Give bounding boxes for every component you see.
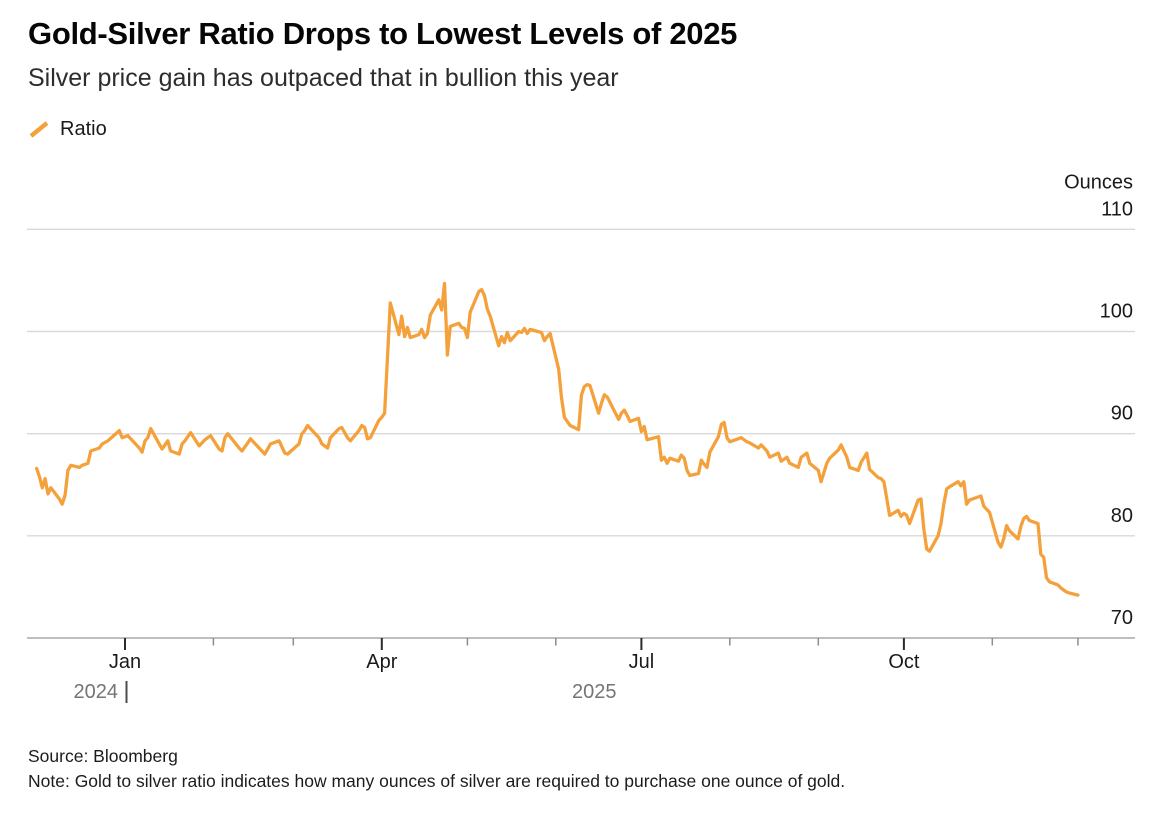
y-axis-tick-label: 90 xyxy=(1111,403,1133,425)
year-label-2025: 2025 xyxy=(572,681,617,703)
footer: Source: Bloomberg Note: Gold to silver r… xyxy=(28,744,1148,794)
x-axis-tick-label: Jan xyxy=(109,651,141,673)
page-title: Gold-Silver Ratio Drops to Lowest Levels… xyxy=(28,16,738,51)
year-label-2024: 2024 xyxy=(74,681,119,703)
note-text: Note: Gold to silver ratio indicates how… xyxy=(28,771,846,791)
legend: Ratio xyxy=(28,118,107,141)
legend-series-label: Ratio xyxy=(60,118,107,140)
ratio-chart-svg: 70 80 90 100 110 Ounces Jan Apr Jul Oct 2024 2025 xyxy=(27,171,1135,703)
y-axis-tick-label: 70 xyxy=(1111,607,1133,629)
ratio-chart: 70 80 90 100 110 Ounces Jan Apr Jul Oct 2024 2025 xyxy=(27,171,1135,703)
page-subtitle: Silver price gain has outpaced that in b… xyxy=(28,64,619,92)
y-axis-unit-label: Ounces xyxy=(1064,171,1133,193)
y-axis-tick-label: 110 xyxy=(1101,198,1133,220)
y-axis-tick-label: 80 xyxy=(1111,505,1133,527)
ratio-line xyxy=(34,281,1080,597)
x-axis-tick-label: Oct xyxy=(888,651,920,673)
x-axis-tick-label: Apr xyxy=(366,651,397,673)
y-axis-tick-label: 100 xyxy=(1100,301,1133,323)
legend-slash-icon xyxy=(29,121,49,138)
x-axis-tick-label: Jul xyxy=(629,651,655,673)
source-text: Source: Bloomberg xyxy=(28,746,178,766)
